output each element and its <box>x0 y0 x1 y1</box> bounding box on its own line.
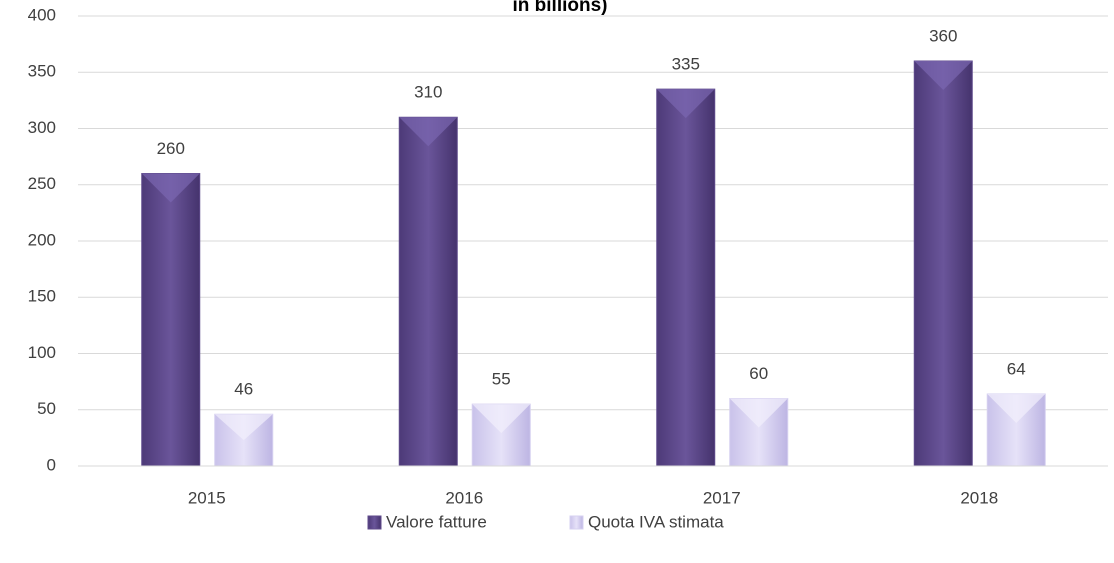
x-tick-label: 2017 <box>703 488 741 507</box>
data-label: 335 <box>672 55 700 74</box>
bar-bevel <box>399 117 458 147</box>
y-tick-label: 100 <box>28 343 56 362</box>
y-tick-label: 0 <box>47 455 56 474</box>
x-tick-label: 2018 <box>960 488 998 507</box>
data-label: 360 <box>929 26 957 45</box>
legend-swatch <box>367 515 382 530</box>
bar-bevel <box>214 414 273 441</box>
y-tick-label: 50 <box>37 399 56 418</box>
legend-swatch <box>569 515 584 530</box>
y-tick-label: 200 <box>28 230 56 249</box>
chart-title: in billions) <box>513 0 608 16</box>
legend-label: Quota IVA stimata <box>588 512 724 531</box>
bar-bevel <box>914 61 973 90</box>
y-tick-label: 250 <box>28 174 56 193</box>
data-label: 310 <box>414 83 442 102</box>
x-tick-label: 2016 <box>445 488 483 507</box>
data-label: 60 <box>749 364 768 383</box>
data-label: 260 <box>157 139 185 158</box>
bar-bevel <box>472 404 531 434</box>
bar <box>398 116 458 467</box>
data-label: 46 <box>234 380 253 399</box>
bar <box>141 173 201 467</box>
bar-bevel <box>141 173 200 203</box>
bar-bevel <box>656 89 715 119</box>
y-tick-label: 400 <box>28 5 56 24</box>
bar <box>913 60 973 467</box>
x-tick-label: 2015 <box>188 488 226 507</box>
y-tick-label: 350 <box>28 62 56 81</box>
bar-bevel <box>729 398 788 428</box>
bar-bevel <box>987 394 1046 423</box>
legend-label: Valore fatture <box>386 512 487 531</box>
y-tick-label: 150 <box>28 287 56 306</box>
y-tick-label: 300 <box>28 118 56 137</box>
data-label: 64 <box>1007 359 1026 378</box>
bar <box>656 88 716 467</box>
data-label: 55 <box>492 370 511 389</box>
